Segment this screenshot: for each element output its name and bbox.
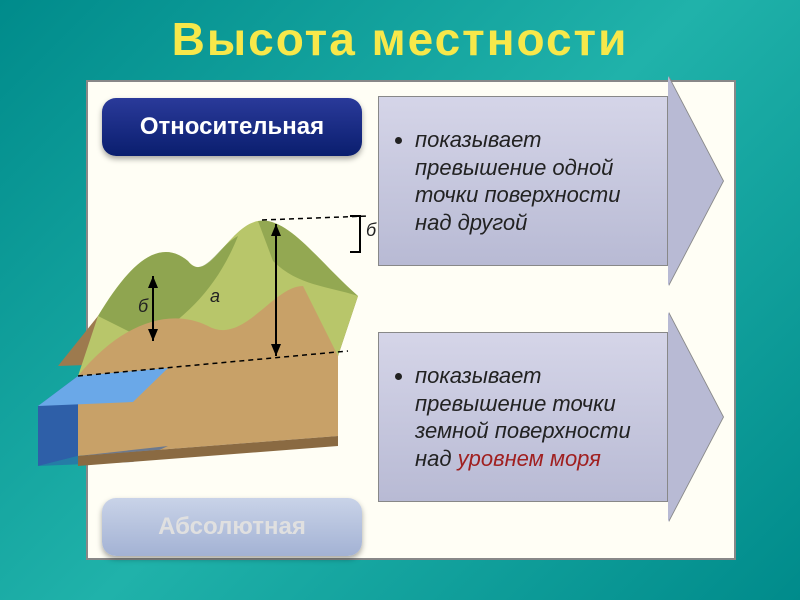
arrow-absolute: показывает превышение точки земной повер…	[378, 332, 723, 502]
terrain-label-b1: б	[136, 296, 150, 317]
pill-relative-label: Относительная	[140, 113, 324, 141]
terrain-diagram: а б б	[18, 166, 378, 476]
arrow-relative-text: показывает превышение одной точки поверх…	[397, 126, 657, 236]
content-frame: Относительная Абсолютная показывает прев…	[86, 80, 736, 560]
arrow-absolute-text: показывает превышение точки земной повер…	[397, 362, 657, 472]
arrow-absolute-body: показывает превышение точки земной повер…	[378, 332, 668, 502]
arrow-absolute-head	[668, 312, 723, 522]
terrain-label-b2: б	[364, 220, 378, 241]
terrain-svg	[18, 166, 378, 476]
terrain-label-a: а	[208, 286, 222, 307]
pill-absolute-label: Абсолютная	[158, 513, 306, 541]
pill-relative: Относительная	[102, 98, 362, 156]
arrow-relative: показывает превышение одной точки поверх…	[378, 96, 723, 266]
arrow-relative-body: показывает превышение одной точки поверх…	[378, 96, 668, 266]
arrow-absolute-em: уровнем моря	[458, 446, 601, 471]
arrow-relative-head	[668, 76, 723, 286]
pill-absolute: Абсолютная	[102, 498, 362, 556]
page-title: Высота местности	[0, 0, 800, 74]
arrow-absolute-bullet: показывает превышение точки земной повер…	[415, 362, 657, 472]
arrow-relative-bullet: показывает превышение одной точки поверх…	[415, 126, 657, 236]
